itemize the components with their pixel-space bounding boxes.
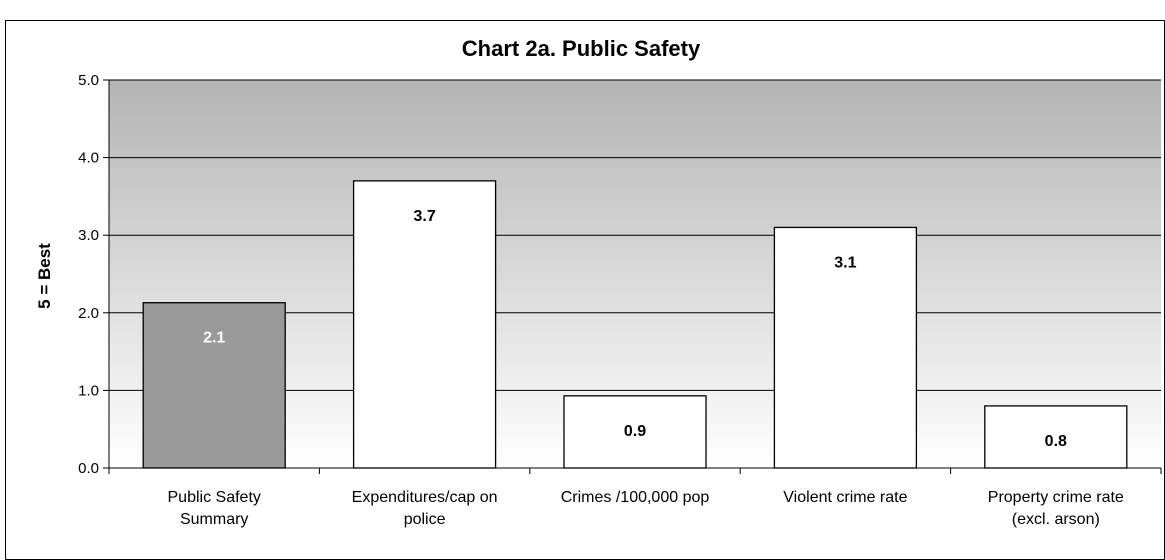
bar	[773, 226, 918, 469]
y-tick-label: 0.0	[78, 460, 99, 477]
x-category-label: police	[404, 511, 446, 528]
y-tick-label: 1.0	[78, 382, 99, 399]
chart-title: Chart 2a. Public Safety	[462, 36, 701, 61]
data-label: 0.9	[624, 423, 646, 440]
bar	[352, 180, 497, 469]
x-category-label: Summary	[180, 511, 248, 528]
chart-frame: Chart 2a. Public Safety 0.0 1.0 2.0 3.0 4.0 5…	[5, 20, 1165, 560]
x-category-label: Violent crime rate	[783, 489, 907, 506]
x-category-label: (excl. arson)	[1012, 511, 1100, 528]
bar	[142, 302, 286, 469]
y-axis-label: 5 = Best	[35, 243, 54, 309]
data-label: 3.7	[413, 208, 435, 225]
x-category-label: Expenditures/cap on	[352, 489, 498, 506]
bar	[984, 405, 1128, 469]
data-label: 0.8	[1045, 433, 1067, 450]
data-label: 2.1	[203, 330, 225, 347]
data-label: 3.1	[834, 254, 856, 271]
x-category-label: Public Safety	[168, 489, 261, 506]
x-category-label: Property crime rate	[988, 489, 1124, 506]
chart-svg: Chart 2a. Public Safety 0.0 1.0 2.0 3.0 4.0 5…	[35, 36, 1162, 528]
y-tick-label: 4.0	[78, 150, 99, 167]
x-category-label: Crimes /100,000 pop	[561, 489, 710, 506]
bar	[563, 395, 707, 469]
y-tick-label: 2.0	[78, 305, 99, 322]
y-tick-label: 5.0	[78, 72, 99, 89]
plot-area: 0.0 1.0 2.0 3.0 4.0 5.0 2.1 Public Safety Summar…	[78, 72, 1162, 528]
y-tick-label: 3.0	[78, 227, 99, 244]
